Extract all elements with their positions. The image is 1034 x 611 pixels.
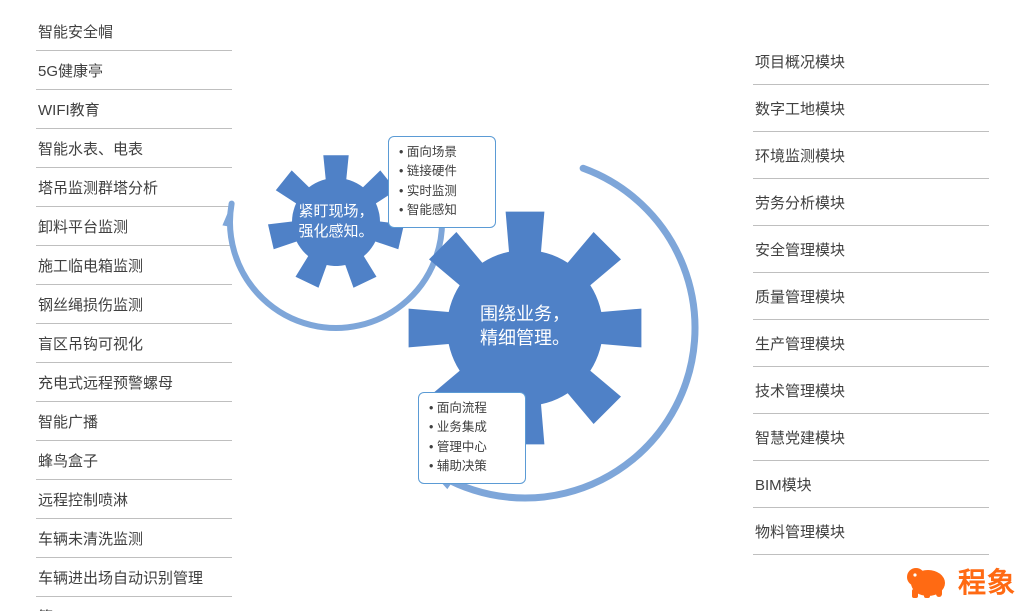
callout-sensing: 面向场景链接硬件实时监测智能感知 xyxy=(388,136,496,228)
gear-big-label: 围绕业务，精细管理。 xyxy=(455,302,595,351)
brand-name: 程象 xyxy=(958,561,1016,601)
diagram-canvas: 智能安全帽5G健康亭WIFI教育智能水表、电表塔吊监测群塔分析卸料平台监测施工临… xyxy=(0,0,1034,611)
brand-logo: 程象 xyxy=(906,561,1016,601)
elephant-icon xyxy=(906,563,952,599)
callout-management: 面向流程业务集成管理中心辅助决策 xyxy=(418,392,526,484)
gear-small-label: 紧盯现场，强化感知。 xyxy=(282,202,390,243)
